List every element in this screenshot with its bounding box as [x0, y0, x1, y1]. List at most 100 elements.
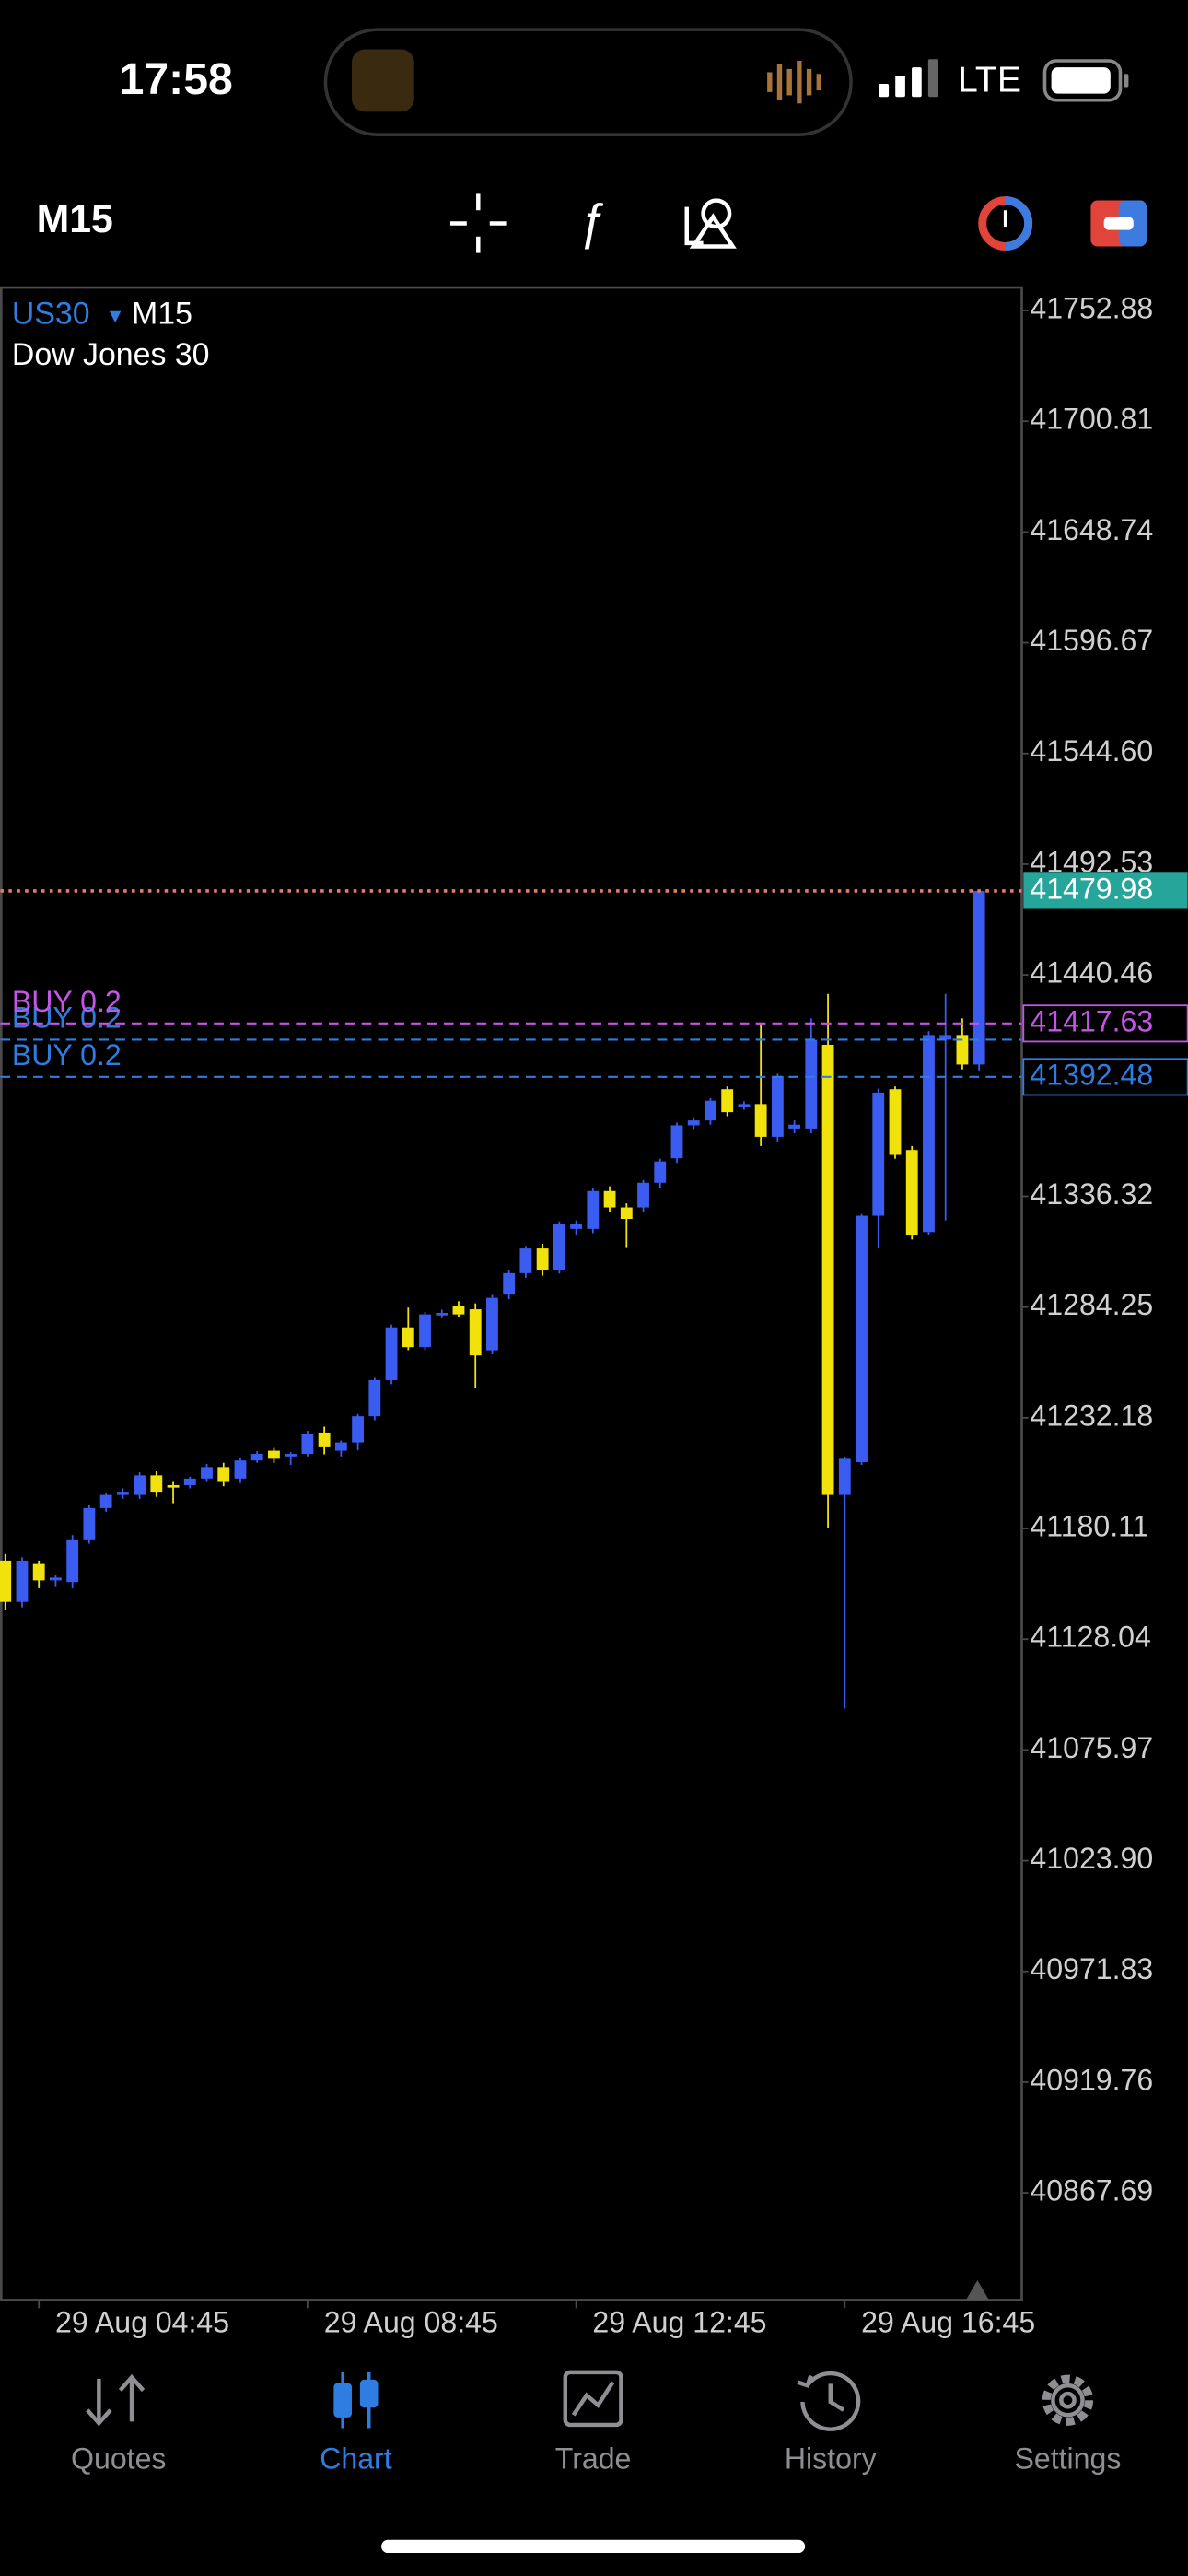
candle-body: [217, 1467, 230, 1482]
y-tick-label: 41336.32: [1030, 1177, 1153, 1211]
candle-body: [654, 1161, 667, 1183]
candle-body: [536, 1248, 549, 1270]
tab-icon: [571, 2381, 615, 2417]
tab-bar: Quotes Chart Trade History Settings: [71, 2370, 1121, 2476]
island-waveform: [767, 60, 821, 104]
x-tick-label: 29 Aug 04:45: [55, 2306, 229, 2339]
order-price-label: 41392.48: [1030, 1058, 1153, 1091]
candle-body: [603, 1190, 616, 1208]
tab-icon: [86, 2373, 146, 2427]
tab-label: Quotes: [71, 2442, 166, 2476]
y-tick-label: 41232.18: [1030, 1399, 1153, 1432]
candle-body: [83, 1507, 96, 1540]
network-label: LTE: [958, 60, 1021, 100]
signal-icon: [879, 59, 938, 98]
tab[interactable]: Quotes: [71, 2373, 166, 2476]
candle-body: [620, 1207, 633, 1219]
tab-label: Settings: [1014, 2442, 1121, 2476]
chart-frame: [0, 286, 1023, 2301]
candle-body: [183, 1478, 196, 1485]
y-tick-label: 41752.88: [1030, 292, 1153, 325]
island-app-icon: [351, 49, 414, 112]
order-label: BUY 0.2: [12, 985, 122, 1018]
tab-icon: [1059, 2391, 1077, 2409]
candle-body: [318, 1432, 331, 1447]
candle-body: [973, 890, 985, 1065]
candle-body: [637, 1182, 649, 1208]
order-price-tag: [1022, 1004, 1188, 1043]
home-indicator: [381, 2539, 806, 2554]
candle-body: [788, 1124, 801, 1129]
candle-body: [368, 1379, 381, 1417]
tab-icon: [797, 2371, 861, 2431]
symbol-label[interactable]: US30: [12, 296, 90, 331]
tab-icon: [1051, 2383, 1085, 2418]
candle-body: [301, 1434, 314, 1455]
tab[interactable]: History: [785, 2371, 877, 2476]
candle-body: [721, 1089, 734, 1113]
y-tick-label: 41023.90: [1030, 1842, 1153, 1875]
y-tick-label: 41596.67: [1030, 624, 1153, 657]
candle-body: [452, 1306, 465, 1315]
y-tick-label: 40971.83: [1030, 1952, 1153, 1985]
y-tick-label: 41440.46: [1030, 956, 1153, 989]
order-price-label: 41417.63: [1030, 1004, 1153, 1037]
candle-body: [402, 1327, 414, 1348]
candle-body: [705, 1100, 716, 1121]
candle-body: [923, 1035, 935, 1233]
y-tick-label: 41648.74: [1030, 513, 1153, 546]
clock: 17:58: [120, 54, 233, 104]
candle-body: [334, 1442, 347, 1451]
order-label: BUY 0.2: [12, 1038, 122, 1071]
candle-body: [99, 1494, 112, 1508]
timer-button[interactable]: [978, 196, 1033, 251]
candle-body: [939, 1035, 952, 1040]
order-label: BUY 0.2: [12, 1001, 122, 1035]
order-price-tag: [1022, 1058, 1188, 1096]
candle-body: [687, 1120, 700, 1126]
candle-body: [872, 1092, 885, 1216]
candle-body: [889, 1089, 902, 1155]
y-tick-label: 41180.11: [1030, 1510, 1148, 1543]
trade-button[interactable]: [1090, 200, 1147, 247]
candle-body: [150, 1475, 163, 1493]
timeframe-button[interactable]: M15: [37, 197, 113, 241]
candle-body: [436, 1313, 448, 1316]
tab-icon: [563, 2370, 623, 2428]
candle-body: [167, 1484, 180, 1488]
candle-body: [385, 1327, 398, 1380]
candle-body: [486, 1297, 498, 1351]
candle-body: [771, 1075, 784, 1137]
candle-body: [0, 1560, 12, 1602]
candle-body: [821, 1044, 834, 1495]
symbol-dropdown[interactable]: ▼: [106, 305, 125, 327]
crosshair-button[interactable]: [449, 193, 507, 253]
battery-icon: [1042, 59, 1129, 102]
tab-label: History: [785, 2442, 877, 2476]
tab-label: Chart: [320, 2442, 392, 2476]
candle-body: [469, 1309, 482, 1356]
candle-body: [738, 1104, 751, 1107]
objects-button[interactable]: [684, 198, 737, 249]
indicators-button[interactable]: ƒ: [577, 194, 605, 250]
candle-body: [134, 1475, 146, 1495]
y-tick-label: 40919.76: [1030, 2063, 1153, 2096]
y-tick-label: 41700.81: [1030, 403, 1153, 436]
candle-body: [201, 1467, 213, 1479]
candle-body: [116, 1492, 129, 1495]
candle-body: [50, 1577, 62, 1581]
tab[interactable]: Chart: [320, 2371, 392, 2476]
tab[interactable]: Trade: [555, 2370, 632, 2476]
candle-body: [16, 1560, 29, 1602]
tab-icon: [333, 2383, 352, 2418]
ask-price-label: 41479.98: [1030, 872, 1153, 905]
candle-body: [66, 1539, 79, 1583]
x-tick-label: 29 Aug 12:45: [592, 2306, 766, 2339]
candle-body: [419, 1314, 431, 1348]
candle-body: [503, 1272, 516, 1295]
scroll-marker: [965, 2280, 989, 2301]
ask-price-tag: [1023, 872, 1188, 909]
candle-body: [285, 1454, 297, 1457]
